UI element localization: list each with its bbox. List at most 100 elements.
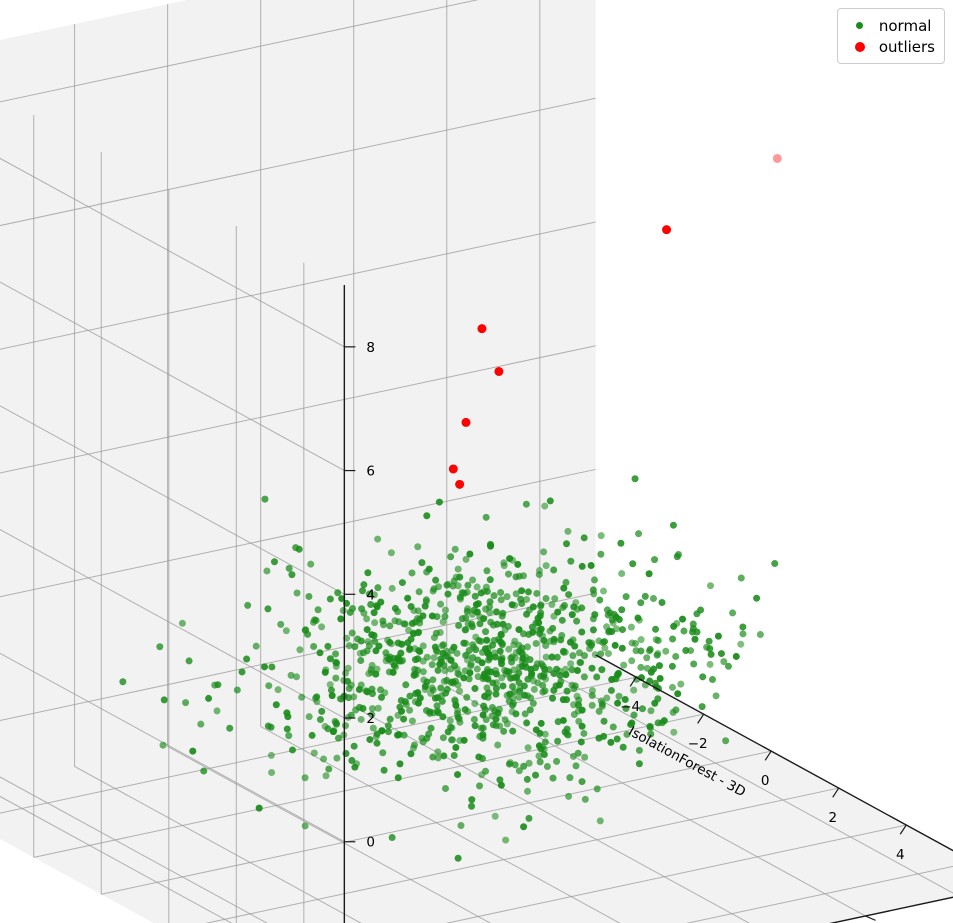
normal-point[interactable]	[541, 502, 549, 510]
normal-point[interactable]	[618, 606, 626, 614]
normal-point[interactable]	[524, 787, 532, 795]
normal-point[interactable]	[409, 629, 417, 637]
normal-point[interactable]	[605, 628, 613, 636]
normal-point[interactable]	[674, 690, 682, 698]
normal-point[interactable]	[527, 665, 535, 673]
normal-point[interactable]	[374, 535, 382, 543]
normal-point[interactable]	[454, 565, 462, 573]
normal-point[interactable]	[296, 646, 304, 654]
normal-point[interactable]	[337, 615, 345, 623]
normal-point[interactable]	[645, 647, 653, 655]
normal-point[interactable]	[439, 618, 447, 626]
normal-point[interactable]	[737, 640, 745, 648]
normal-point[interactable]	[454, 582, 462, 590]
normal-point[interactable]	[603, 606, 611, 614]
normal-point[interactable]	[486, 603, 494, 611]
normal-point[interactable]	[431, 694, 439, 702]
normal-point[interactable]	[621, 695, 629, 703]
normal-point[interactable]	[570, 603, 578, 611]
normal-point[interactable]	[396, 703, 404, 711]
normal-point[interactable]	[456, 593, 464, 601]
normal-point[interactable]	[387, 640, 395, 648]
normal-point[interactable]	[441, 606, 449, 614]
normal-point[interactable]	[391, 604, 399, 612]
normal-point[interactable]	[416, 647, 424, 655]
normal-point[interactable]	[515, 679, 523, 687]
normal-point[interactable]	[532, 640, 540, 648]
normal-point[interactable]	[474, 673, 482, 681]
normal-point[interactable]	[771, 560, 779, 568]
normal-point[interactable]	[357, 637, 365, 645]
normal-point[interactable]	[588, 639, 596, 647]
normal-point[interactable]	[189, 747, 197, 755]
normal-point[interactable]	[395, 731, 403, 739]
normal-point[interactable]	[595, 637, 603, 645]
normal-point[interactable]	[442, 784, 450, 792]
normal-point[interactable]	[662, 647, 670, 655]
normal-point[interactable]	[541, 730, 549, 738]
normal-point[interactable]	[570, 710, 578, 718]
normal-point[interactable]	[488, 704, 496, 712]
normal-point[interactable]	[535, 567, 543, 575]
normal-point[interactable]	[630, 686, 638, 694]
normal-point[interactable]	[586, 645, 594, 653]
normal-point[interactable]	[419, 612, 427, 620]
normal-point[interactable]	[607, 686, 615, 694]
normal-point[interactable]	[341, 722, 349, 730]
normal-point[interactable]	[502, 836, 510, 844]
normal-point[interactable]	[540, 745, 548, 753]
normal-point[interactable]	[407, 603, 415, 611]
normal-point[interactable]	[267, 723, 275, 731]
normal-point[interactable]	[537, 601, 545, 609]
normal-point[interactable]	[307, 560, 315, 568]
normal-point[interactable]	[565, 792, 573, 800]
normal-point[interactable]	[422, 596, 430, 604]
normal-point[interactable]	[597, 650, 605, 658]
normal-point[interactable]	[386, 622, 394, 630]
normal-point[interactable]	[453, 649, 461, 657]
normal-point[interactable]	[486, 576, 494, 584]
normal-point[interactable]	[363, 626, 371, 634]
normal-point[interactable]	[293, 673, 301, 681]
normal-point[interactable]	[468, 796, 476, 804]
normal-point[interactable]	[739, 630, 747, 638]
normal-point[interactable]	[305, 592, 313, 600]
normal-point[interactable]	[471, 699, 479, 707]
normal-point[interactable]	[497, 781, 505, 789]
normal-point[interactable]	[649, 595, 657, 603]
normal-point[interactable]	[537, 719, 545, 727]
normal-point[interactable]	[643, 664, 651, 672]
normal-point[interactable]	[670, 728, 678, 736]
normal-point[interactable]	[380, 621, 388, 629]
normal-point[interactable]	[509, 701, 517, 709]
normal-point[interactable]	[429, 709, 437, 717]
normal-point[interactable]	[541, 687, 549, 695]
normal-point[interactable]	[652, 625, 660, 633]
normal-point[interactable]	[612, 613, 620, 621]
normal-point[interactable]	[521, 691, 529, 699]
normal-point[interactable]	[729, 609, 737, 617]
normal-point[interactable]	[553, 757, 561, 765]
normal-point[interactable]	[524, 588, 532, 596]
normal-point[interactable]	[346, 608, 354, 616]
normal-point[interactable]	[364, 569, 372, 577]
normal-point[interactable]	[298, 693, 306, 701]
normal-point[interactable]	[238, 668, 246, 676]
normal-point[interactable]	[479, 724, 487, 732]
normal-point[interactable]	[492, 690, 500, 698]
normal-point[interactable]	[185, 657, 193, 665]
normal-point[interactable]	[756, 631, 764, 639]
normal-point[interactable]	[325, 765, 333, 773]
normal-point[interactable]	[332, 719, 340, 727]
normal-point[interactable]	[420, 676, 428, 684]
normal-point[interactable]	[635, 530, 643, 538]
normal-point[interactable]	[226, 724, 234, 732]
normal-point[interactable]	[504, 570, 512, 578]
normal-point[interactable]	[373, 603, 381, 611]
normal-point[interactable]	[450, 751, 458, 759]
normal-point[interactable]	[600, 717, 608, 725]
normal-point[interactable]	[498, 612, 506, 620]
normal-point[interactable]	[570, 685, 578, 693]
normal-point[interactable]	[546, 497, 554, 505]
normal-point[interactable]	[516, 687, 524, 695]
